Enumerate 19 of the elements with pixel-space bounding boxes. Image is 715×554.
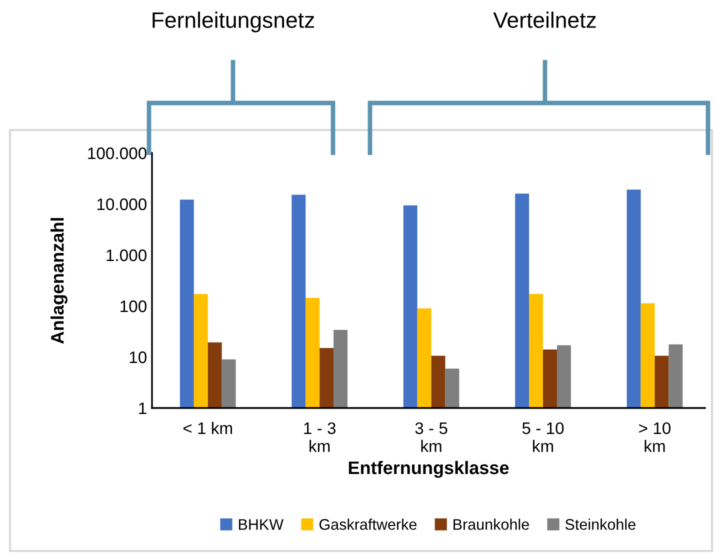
y-tick-label: 100 (120, 300, 146, 312)
y-tick-label: 100.000 (88, 147, 146, 160)
x-tick-label: < 1 km (183, 422, 232, 434)
x-tick-label: 1 - 3 km (304, 422, 336, 452)
text: Fernleitungsnetz (152, 12, 314, 32)
x-tick-label: 5 - 10 km (522, 422, 564, 452)
legend-label: Gaskraftwerke (319, 518, 417, 530)
y-axis-title: Anlagenanzahl (50, 218, 68, 344)
y-tick-label: 1 (139, 402, 146, 414)
x-tick-label: 3 - 5 km (415, 422, 448, 452)
y-tick-label: 10 (130, 351, 146, 364)
legend-label: Steinkohle (565, 518, 636, 530)
x-tick-label: > 10 km (639, 422, 671, 452)
y-tick-label: 10.000 (97, 198, 146, 210)
legend-label: Braunkohle (454, 518, 529, 530)
text: Verteilnetz (493, 12, 596, 28)
legend-label: BHKW (238, 519, 284, 530)
y-tick-label: 1.000 (106, 249, 146, 262)
x-axis-title: Entfernungsklasse (348, 460, 509, 478)
